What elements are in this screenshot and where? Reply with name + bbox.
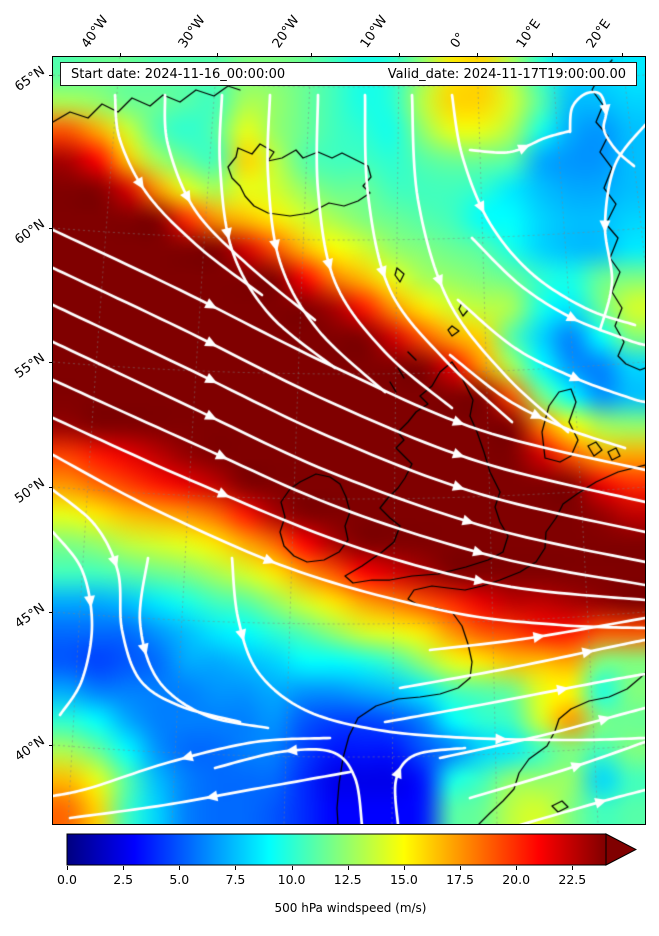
colorbar-tick-label: 12.5 <box>333 872 362 887</box>
colorbar-tickmark <box>179 866 181 870</box>
colorbar-tickmark <box>460 866 462 870</box>
colorbar-tick-label: 20.0 <box>502 872 531 887</box>
lat-tick-label: 40°N <box>12 733 48 765</box>
colorbar-tick-label: 0.0 <box>57 872 77 887</box>
axis-tickmark <box>49 362 53 363</box>
lon-tick-label: 10°W <box>358 12 391 52</box>
axis-tickmark <box>49 75 53 76</box>
colorbar-axis-label: 500 hPa windspeed (m/s) <box>274 901 427 915</box>
colorbar-tickmark <box>403 866 405 870</box>
colorbar-tickmark <box>123 866 125 870</box>
colorbar-gradient <box>66 833 638 866</box>
map-axes-border <box>52 56 646 825</box>
colorbar-tick-label: 17.5 <box>446 872 474 887</box>
start-date-label: Start date: 2024-11-16_00:00:00 <box>71 66 286 82</box>
axis-tickmark <box>552 53 553 57</box>
colorbar-tick-label: 2.5 <box>113 872 134 887</box>
colorbar-tickmark <box>67 866 68 870</box>
axis-tickmark <box>49 228 53 229</box>
lon-tick-label: 30°W <box>176 12 209 52</box>
axis-tickmark <box>49 612 53 613</box>
colorbar-tick-label: 15.0 <box>389 872 418 887</box>
axis-tickmark <box>311 53 312 57</box>
lon-tick-label: 10°E <box>513 16 545 51</box>
valid-date-label: Valid_date: 2024-11-17T19:00:00.00 <box>387 66 626 82</box>
axis-tickmark <box>49 745 53 746</box>
lat-tick-label: 55°N <box>12 350 48 382</box>
lat-tick-label: 45°N <box>12 600 48 632</box>
lat-tick-label: 50°N <box>12 475 48 507</box>
axis-tickmark <box>217 53 218 57</box>
colorbar-tick-label: 10.0 <box>277 872 306 887</box>
colorbar-tickmark <box>235 866 237 870</box>
lat-tick-label: 60°N <box>12 216 48 248</box>
axis-tickmark <box>49 487 53 488</box>
lon-tick-label: 20°E <box>583 16 615 51</box>
colorbar <box>66 833 638 870</box>
colorbar-tickmark <box>516 866 518 870</box>
colorbar-tick-label: 5.0 <box>169 872 190 887</box>
colorbar-tickmark <box>572 866 574 870</box>
lon-tick-label: 40°W <box>79 12 112 52</box>
date-annotation-strip: Start date: 2024-11-16_00:00:00 Valid_da… <box>60 62 637 86</box>
lon-tick-label: 0° <box>448 30 469 51</box>
axis-tickmark <box>399 53 400 57</box>
colorbar-tickmark <box>291 866 293 870</box>
lat-tick-label: 65°N <box>12 63 48 95</box>
windspeed-map-canvas <box>53 57 645 824</box>
lon-tick-label: 20°W <box>270 12 303 52</box>
colorbar-tick-label: 22.5 <box>558 872 587 887</box>
colorbar-tickmark <box>347 866 349 870</box>
axis-tickmark <box>120 53 121 57</box>
axis-tickmark <box>622 53 623 57</box>
axis-tickmark <box>477 53 478 57</box>
colorbar-tick-label: 7.5 <box>225 872 246 887</box>
